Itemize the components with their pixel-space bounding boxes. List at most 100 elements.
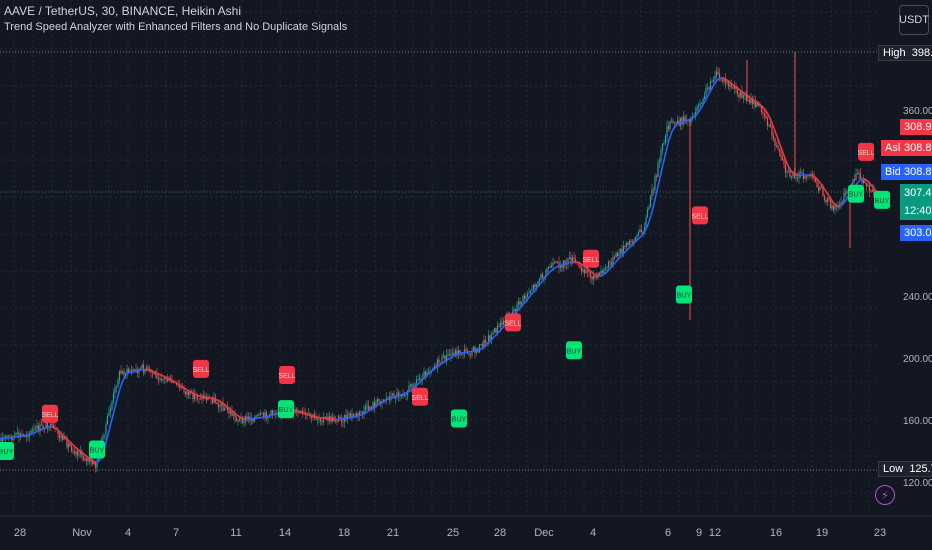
candle-body (360, 411, 362, 413)
candle-body (252, 418, 254, 422)
candle-body (459, 350, 461, 354)
candle-body (651, 189, 653, 197)
candle-body (604, 267, 607, 269)
signal-badge (193, 359, 209, 378)
trend-segment (185, 388, 190, 392)
trend-segment (203, 396, 208, 399)
currency-button[interactable]: USDT (899, 5, 929, 35)
candle-body (589, 272, 592, 277)
candle-body (112, 393, 115, 402)
candle-body (87, 458, 89, 462)
candle-body (556, 261, 559, 263)
trend-segment (644, 224, 649, 232)
low-tag: Low 125.73 (878, 461, 932, 477)
candle-body (478, 344, 481, 353)
candle-body (853, 179, 856, 181)
trend-segment (386, 397, 391, 401)
candle-body (40, 424, 43, 426)
candle-body (394, 396, 397, 399)
signal-badge (848, 184, 864, 203)
trend-segment (242, 417, 247, 421)
signal-badge (692, 206, 708, 225)
trend-segment (545, 272, 550, 277)
trend-segment (641, 230, 646, 236)
candle-body (861, 178, 863, 183)
candle-body (399, 396, 401, 398)
trend-segment (722, 77, 727, 81)
trend-segment (554, 265, 559, 269)
candle-body (672, 120, 674, 123)
candle-body (238, 418, 241, 421)
signal-badge (0, 442, 14, 460)
trend-segment (791, 171, 796, 176)
candle-body (166, 379, 169, 382)
trend-segment (740, 90, 745, 94)
trend-segment (359, 413, 364, 417)
sell-signal: SELL (278, 366, 296, 385)
candles (0, 52, 880, 473)
candle-body (75, 450, 77, 454)
candle-body (844, 193, 847, 194)
trend-segment (35, 429, 40, 433)
price-tick: 360.00 (903, 106, 932, 117)
trend-segment (563, 262, 568, 266)
trend-segment (725, 78, 730, 83)
candle-body (60, 435, 62, 438)
candle-body (559, 265, 562, 268)
trend-segment (344, 417, 349, 420)
signal-label: SELL (504, 320, 521, 327)
signal-badge (858, 142, 874, 161)
candle-body (864, 180, 866, 184)
price-tag-red: 308.97 (900, 119, 932, 135)
candle-body (777, 145, 779, 150)
trend-segment (89, 458, 94, 462)
trend-segment (299, 411, 304, 414)
candle-body (621, 248, 623, 254)
candle-body (592, 275, 595, 280)
trend-segment (44, 425, 49, 429)
trend-segment (221, 401, 226, 406)
candle-body (501, 322, 503, 325)
trend-segment (407, 389, 412, 393)
candle-body (631, 241, 634, 244)
candle-body (111, 401, 113, 409)
candle-body (460, 353, 463, 355)
trend-segment (860, 178, 865, 181)
candle-body (714, 76, 716, 80)
candle-body (192, 391, 194, 400)
high-label: High (883, 47, 906, 59)
candle-body (352, 414, 355, 416)
candle-body (580, 267, 583, 272)
symbol-title[interactable]: AAVE / TetherUS, 30, BINANCE, Heikin Ash… (4, 4, 241, 18)
candle-body (126, 368, 128, 374)
trend-segment (209, 397, 214, 400)
signal-badge (451, 409, 467, 428)
candle-body (250, 418, 253, 421)
candle-body (523, 295, 526, 299)
candle-body (822, 187, 824, 197)
trend-segment (23, 434, 28, 437)
trend-segment (146, 368, 151, 372)
signal-badge (412, 387, 428, 406)
indicator-title[interactable]: Trend Speed Analyzer with Enhanced Filte… (4, 21, 348, 33)
trend-segment (179, 384, 184, 388)
trend-segment (269, 414, 274, 417)
time-axis[interactable]: 28 Nov 4 7 11 14 18 21 25 28 Dec 4 6 9 12 16 19 23 (0, 515, 932, 539)
candle-body (157, 378, 160, 380)
candle-body (247, 416, 250, 419)
candle-body (624, 246, 626, 248)
candle-body (93, 462, 95, 464)
lightning-icon[interactable]: ⚡ (875, 485, 895, 505)
candle-body (103, 434, 106, 436)
time-label: 19 (816, 527, 828, 539)
candle-body (528, 293, 530, 295)
trend-segment (857, 178, 862, 183)
candle-body (784, 164, 787, 173)
sell-signal: SELL (582, 249, 600, 268)
trend-segment (443, 359, 448, 363)
candle-body (616, 253, 619, 257)
candle-body (417, 379, 419, 381)
candle-body (730, 84, 733, 87)
